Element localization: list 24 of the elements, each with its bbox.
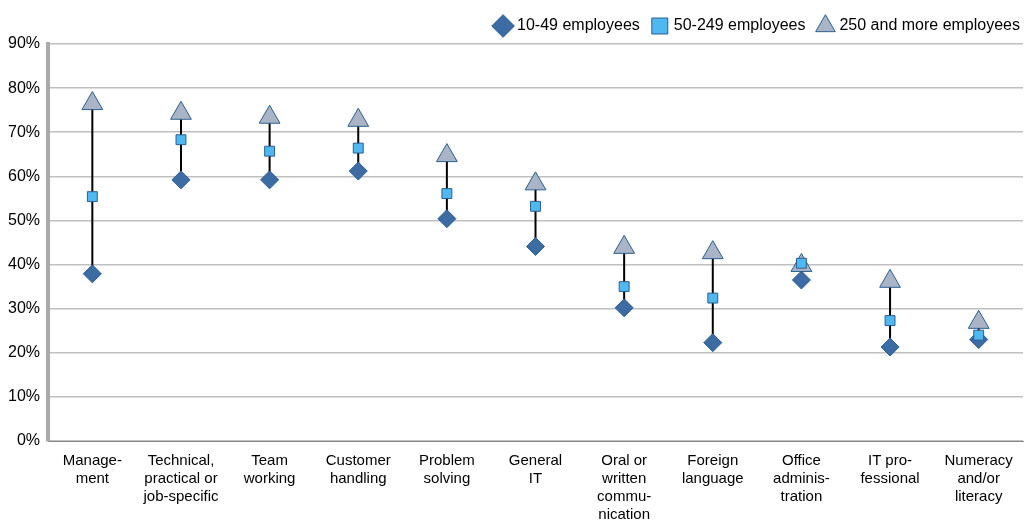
x-tick-label: Office adminis- tration	[773, 451, 830, 505]
y-tick-label: 70%	[7, 122, 41, 140]
x-tick-label: Technical, practical or job-specific	[142, 451, 219, 505]
x-tick-label: Problem solving	[418, 451, 475, 487]
y-tick-label: 40%	[7, 254, 41, 272]
x-tick-label: IT pro- fessional	[860, 451, 920, 487]
y-tick-label: 90%	[7, 34, 41, 52]
y-tick-label: 30%	[7, 299, 41, 317]
y-tick-label: 60%	[7, 166, 41, 184]
x-tick-label: Manage- ment	[62, 451, 122, 487]
x-tick-label: Team working	[242, 451, 296, 487]
x-tick-label: Numeracy and/or literacy	[944, 451, 1014, 505]
legend-label: 10-49 employees	[517, 16, 640, 34]
x-tick-label: General IT	[508, 451, 563, 487]
y-tick-label: 10%	[7, 387, 41, 405]
y-tick-label: 80%	[7, 78, 41, 96]
y-tick-label: 20%	[7, 343, 41, 361]
x-tick-label: Oral or written commu- nication	[597, 451, 652, 523]
legend-label: 50-249 employees	[673, 16, 806, 34]
y-tick-label: 50%	[7, 210, 41, 228]
y-tick-label: 0%	[16, 431, 41, 449]
x-tick-label: Customer handling	[325, 451, 391, 487]
legend-label: 250 and more employees	[839, 16, 1021, 34]
x-tick-label: Foreign language	[681, 451, 744, 487]
